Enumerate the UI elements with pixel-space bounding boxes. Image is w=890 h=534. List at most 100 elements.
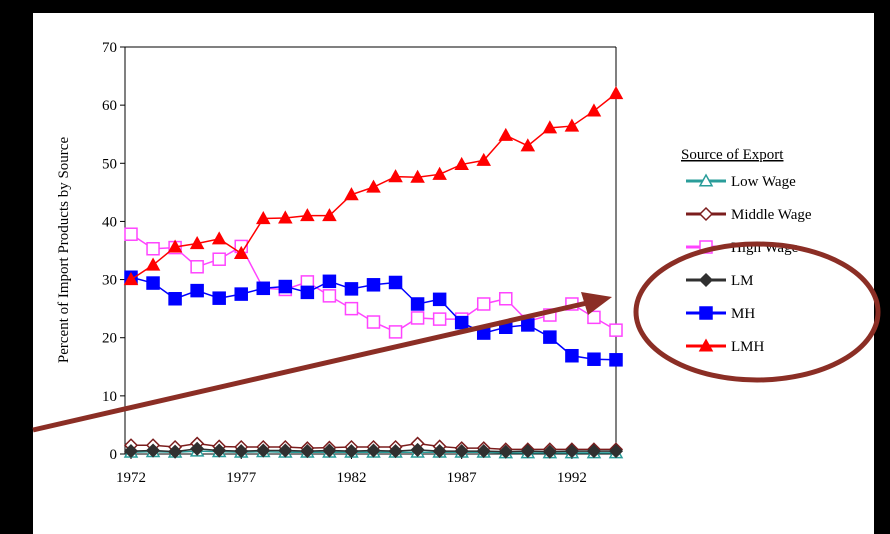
data-point — [608, 85, 624, 100]
data-point — [322, 208, 337, 222]
data-point — [586, 103, 602, 117]
data-point — [498, 444, 513, 459]
x-tick-label: 1977 — [226, 470, 257, 486]
data-point — [344, 282, 359, 296]
data-point — [212, 291, 226, 305]
legend-label: LMH — [731, 339, 765, 355]
data-point — [124, 227, 138, 241]
y-tick-label: 50 — [102, 156, 117, 172]
data-point — [388, 275, 403, 290]
data-point — [410, 169, 425, 183]
series-lmh — [123, 85, 624, 286]
data-point — [344, 187, 359, 201]
data-point — [190, 283, 204, 298]
top-border — [0, 0, 890, 13]
data-point — [168, 444, 183, 459]
data-point — [476, 152, 492, 166]
y-tick-label: 30 — [102, 273, 117, 289]
data-point — [476, 297, 491, 311]
y-tick-label: 40 — [102, 214, 117, 230]
data-point — [410, 311, 425, 325]
legend-title: Source of Export — [681, 147, 784, 163]
data-point — [211, 231, 227, 245]
data-point — [190, 260, 204, 274]
legend-item: Low Wage — [686, 173, 796, 190]
data-point — [388, 444, 403, 459]
data-point — [542, 444, 557, 459]
data-point — [256, 281, 271, 296]
data-point — [145, 443, 161, 458]
legend-marker — [699, 306, 713, 320]
data-point — [410, 442, 425, 457]
data-point — [233, 245, 249, 259]
data-point — [587, 310, 601, 325]
data-point — [454, 156, 469, 170]
data-point — [300, 444, 315, 459]
data-point — [454, 444, 469, 459]
data-point — [278, 443, 293, 458]
data-point — [168, 292, 182, 306]
x-tick-label: 1982 — [336, 470, 366, 486]
data-point — [278, 210, 293, 224]
legend-marker — [698, 338, 714, 352]
data-point — [123, 444, 139, 459]
y-axis-title: Percent of Import Products by Source — [56, 137, 72, 364]
legend-item: LMH — [686, 338, 765, 355]
data-point — [520, 444, 535, 459]
data-point — [344, 301, 359, 316]
data-point — [278, 279, 293, 294]
data-point — [586, 444, 602, 459]
series-mh — [124, 270, 623, 367]
data-point — [322, 274, 337, 289]
data-point — [212, 252, 226, 266]
data-point — [344, 444, 359, 459]
legend-label: MH — [731, 306, 755, 322]
data-point — [609, 323, 623, 337]
data-point — [366, 278, 381, 292]
legend-item: MH — [686, 306, 755, 322]
arrow-head — [581, 292, 612, 315]
y-tick-label: 10 — [102, 389, 117, 405]
right-border — [874, 0, 890, 534]
data-point — [322, 289, 337, 303]
data-point — [234, 287, 248, 301]
legend-item: LM — [686, 272, 754, 289]
legend-item: Middle Wage — [686, 206, 812, 223]
data-point — [543, 330, 557, 344]
data-point — [454, 315, 469, 330]
arrow-shaft — [32, 300, 588, 433]
data-point — [388, 325, 403, 339]
series-lm — [123, 441, 624, 459]
data-point — [146, 276, 160, 290]
data-point — [587, 352, 601, 366]
data-point — [123, 272, 139, 286]
x-tick-label: 1992 — [557, 470, 587, 486]
legend-marker — [698, 206, 714, 222]
left-border — [0, 0, 33, 534]
data-point — [476, 444, 491, 459]
legend-marker — [698, 272, 714, 288]
data-point — [564, 118, 580, 132]
data-point — [366, 179, 381, 193]
data-point — [300, 285, 315, 300]
y-tick-label: 20 — [102, 331, 117, 347]
data-point — [432, 444, 447, 459]
highlight-ellipse — [633, 241, 881, 383]
data-point — [366, 315, 381, 329]
y-tick-label: 70 — [102, 40, 117, 56]
y-tick-label: 0 — [110, 447, 118, 463]
data-point — [146, 242, 160, 256]
data-point — [145, 257, 161, 271]
data-point — [521, 318, 535, 332]
x-ticks: 1972 1977 1982 1987 1992 — [116, 454, 587, 486]
series-layer — [123, 85, 624, 459]
data-point — [189, 235, 205, 250]
data-point — [255, 210, 271, 225]
data-point — [256, 443, 271, 458]
legend-label: LM — [731, 273, 754, 289]
data-point — [564, 444, 579, 459]
data-point — [322, 443, 337, 458]
data-point — [608, 444, 624, 459]
